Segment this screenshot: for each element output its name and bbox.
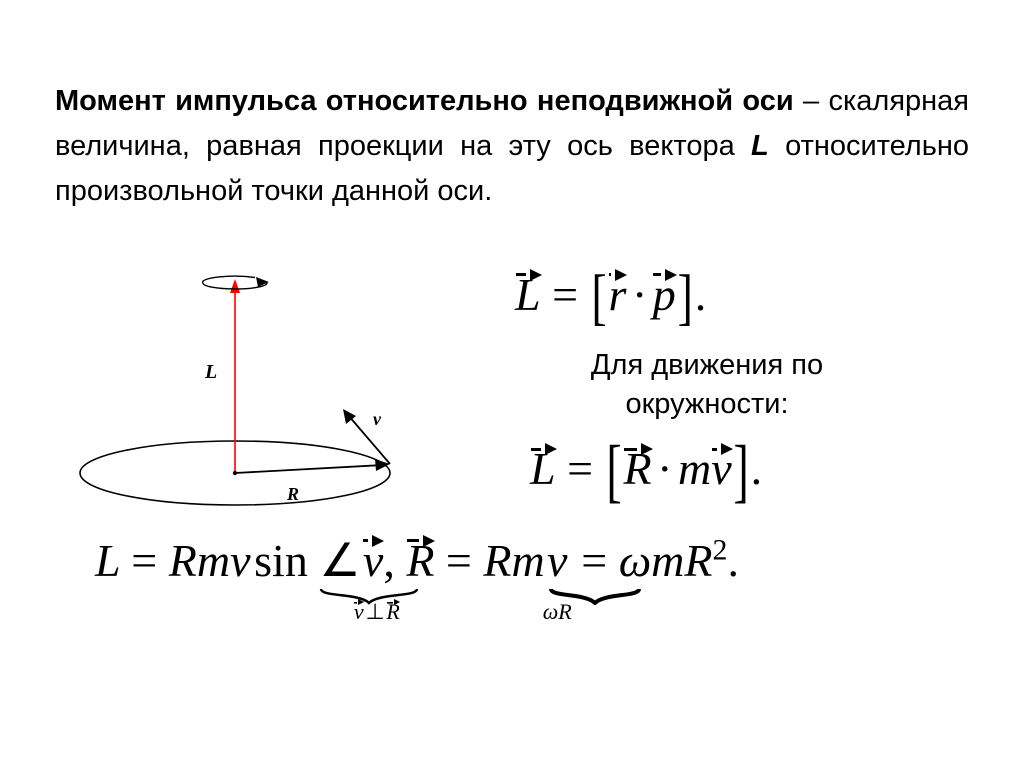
underbrace-angle: ∠v, R v⊥R: [319, 533, 434, 587]
diagram-label-v: v: [373, 409, 382, 429]
rotation-diagram: L R v: [55, 243, 435, 523]
definition-paragraph: Момент импульса относительно неподвижной…: [55, 79, 969, 214]
vec-p: p: [653, 268, 676, 321]
ub-label-omegaR: ωR: [543, 599, 572, 625]
def-bold: Момент импульса относительно неподвижной…: [55, 85, 794, 117]
vec-L2: L: [530, 442, 556, 495]
equation-L-rp: L = [r·p].: [515, 268, 969, 321]
vec-L: L: [515, 268, 541, 321]
def-L: L: [751, 130, 769, 162]
vec-R: R: [624, 442, 652, 495]
equation-expanded: L = Rmvsin ∠v, R v⊥R = Rm v ωR: [95, 533, 969, 587]
vec-v: v: [711, 442, 731, 495]
underbrace-v: v ωR: [545, 534, 570, 587]
diagram-label-L: L: [204, 361, 217, 383]
diagram-label-R: R: [286, 484, 299, 504]
ub-label-vperpR: v⊥R: [354, 599, 400, 625]
circular-motion-caption: Для движения по окружности:: [445, 346, 969, 424]
vec-r: r: [609, 268, 627, 321]
equation-L-Rmv: L = [R·mv].: [530, 442, 969, 495]
